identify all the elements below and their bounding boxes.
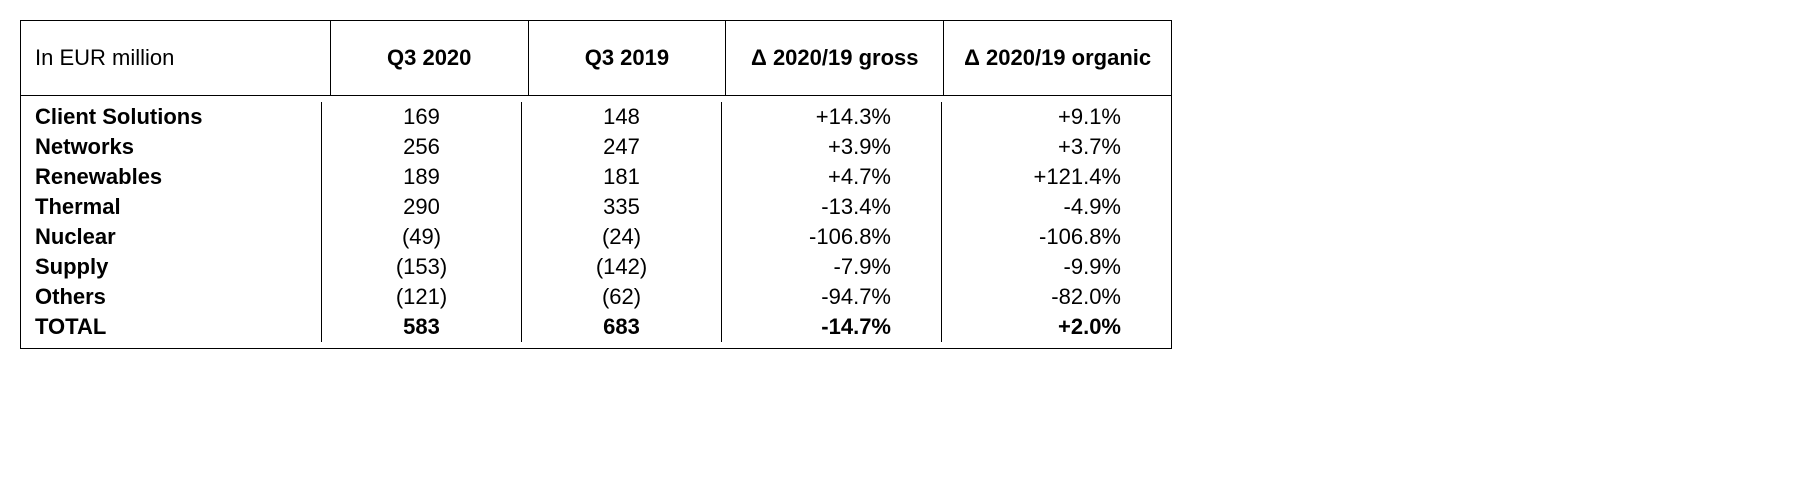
cell-organic: +9.1% <box>941 102 1171 132</box>
table-row: Client Solutions 169 148 +14.3% +9.1% <box>21 102 1171 132</box>
col-header-label: In EUR million <box>21 21 331 96</box>
cell-q3-2019: 335 <box>521 192 721 222</box>
cell-q3-2020: 256 <box>321 132 521 162</box>
row-label: Others <box>21 282 321 312</box>
cell-q3-2020: 169 <box>321 102 521 132</box>
cell-gross: +14.3% <box>721 102 941 132</box>
table-row: Networks 256 247 +3.9% +3.7% <box>21 132 1171 162</box>
cell-organic: -82.0% <box>941 282 1171 312</box>
cell-q3-2019: 181 <box>521 162 721 192</box>
cell-q3-2019: (62) <box>521 282 721 312</box>
cell-q3-2020: 290 <box>321 192 521 222</box>
col-header-q3-2019: Q3 2019 <box>528 21 726 96</box>
cell-gross: -14.7% <box>721 312 941 342</box>
row-label: Supply <box>21 252 321 282</box>
table-header: In EUR million Q3 2020 Q3 2019 Δ 2020/19… <box>21 21 1172 96</box>
cell-q3-2020: 189 <box>321 162 521 192</box>
cell-organic: +2.0% <box>941 312 1171 342</box>
col-header-organic: Δ 2020/19 organic <box>944 21 1172 96</box>
cell-q3-2019: 683 <box>521 312 721 342</box>
cell-q3-2020: (121) <box>321 282 521 312</box>
table-row: Nuclear (49) (24) -106.8% -106.8% <box>21 222 1171 252</box>
cell-organic: +121.4% <box>941 162 1171 192</box>
col-header-q3-2020: Q3 2020 <box>330 21 528 96</box>
table-row-total: TOTAL 583 683 -14.7% +2.0% <box>21 312 1171 342</box>
cell-organic: -9.9% <box>941 252 1171 282</box>
cell-q3-2019: 148 <box>521 102 721 132</box>
cell-gross: +4.7% <box>721 162 941 192</box>
table-row: Others (121) (62) -94.7% -82.0% <box>21 282 1171 312</box>
col-header-gross: Δ 2020/19 gross <box>726 21 944 96</box>
row-label: Client Solutions <box>21 102 321 132</box>
cell-q3-2019: (142) <box>521 252 721 282</box>
row-label: Networks <box>21 132 321 162</box>
cell-gross: +3.9% <box>721 132 941 162</box>
financial-table: In EUR million Q3 2020 Q3 2019 Δ 2020/19… <box>20 20 1172 349</box>
table-row: Supply (153) (142) -7.9% -9.9% <box>21 252 1171 282</box>
row-label: TOTAL <box>21 312 321 342</box>
cell-gross: -94.7% <box>721 282 941 312</box>
row-label: Thermal <box>21 192 321 222</box>
row-label: Renewables <box>21 162 321 192</box>
cell-organic: -106.8% <box>941 222 1171 252</box>
cell-organic: -4.9% <box>941 192 1171 222</box>
cell-gross: -13.4% <box>721 192 941 222</box>
cell-organic: +3.7% <box>941 132 1171 162</box>
cell-q3-2020: (153) <box>321 252 521 282</box>
cell-gross: -106.8% <box>721 222 941 252</box>
cell-q3-2019: (24) <box>521 222 721 252</box>
table-row: Renewables 189 181 +4.7% +121.4% <box>21 162 1171 192</box>
table-body: Client Solutions 169 148 +14.3% +9.1% Ne… <box>21 96 1172 349</box>
cell-q3-2020: (49) <box>321 222 521 252</box>
cell-q3-2020: 583 <box>321 312 521 342</box>
row-label: Nuclear <box>21 222 321 252</box>
cell-q3-2019: 247 <box>521 132 721 162</box>
table-row: Thermal 290 335 -13.4% -4.9% <box>21 192 1171 222</box>
cell-gross: -7.9% <box>721 252 941 282</box>
